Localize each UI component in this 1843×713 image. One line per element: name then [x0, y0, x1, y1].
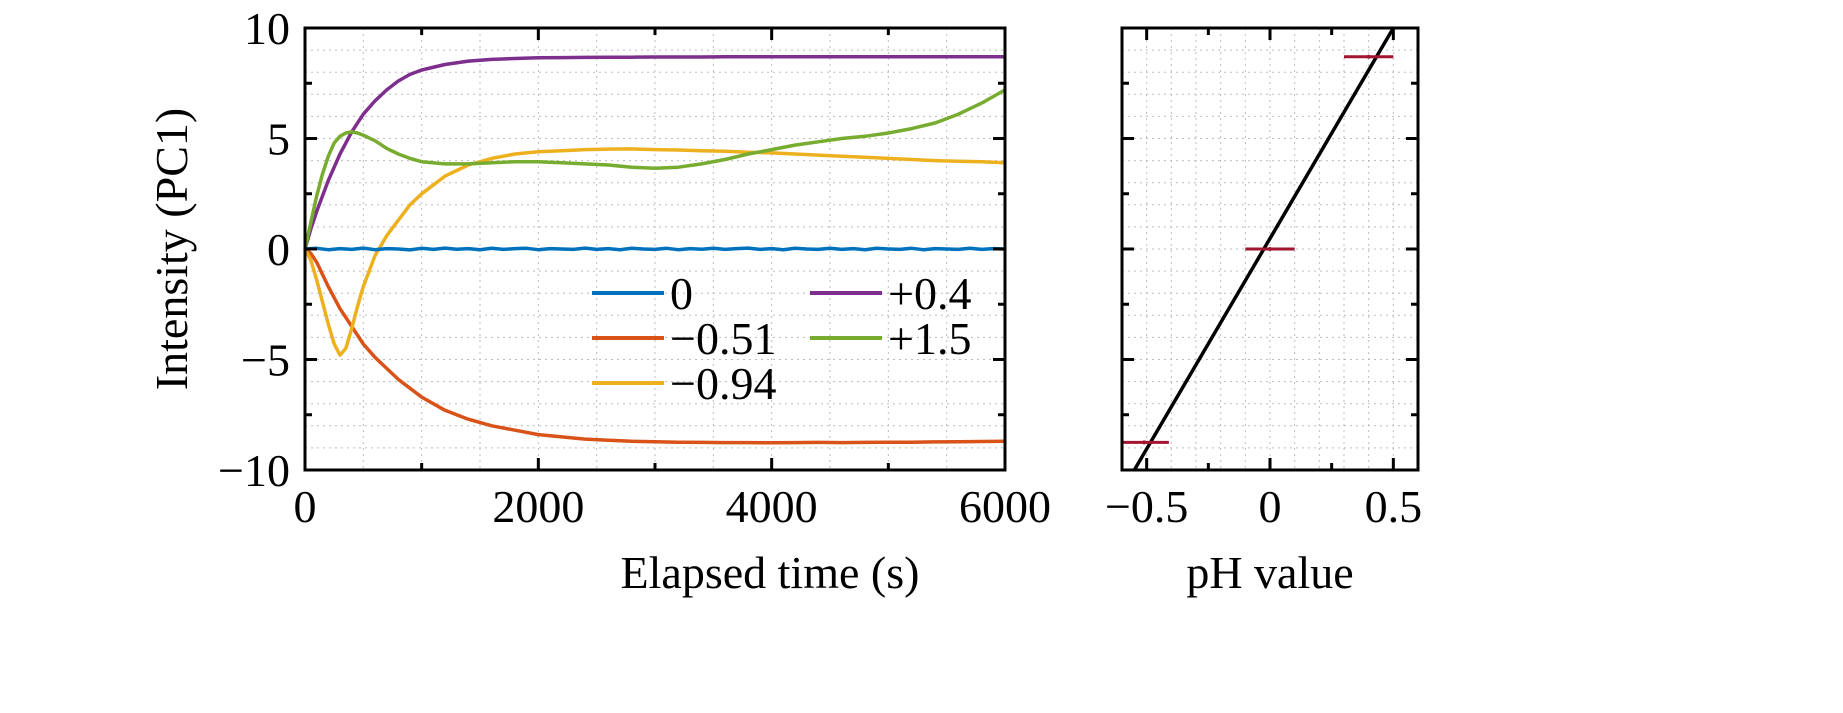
series-line-2	[303, 147, 1006, 357]
ph-calibration-chart: −0.5 0 0.5 pH value	[1105, 26, 1422, 598]
left-ticks	[303, 26, 1007, 472]
y-tick-label: 0	[267, 224, 290, 275]
series-line-3	[303, 54, 1005, 250]
data-point-1	[1268, 247, 1272, 251]
data-point-0	[1142, 440, 1147, 445]
x-tick-label: 0	[294, 481, 317, 532]
x-tick-label: 4000	[726, 481, 818, 532]
right-x-axis-label: pH value	[1186, 547, 1353, 598]
legend-label-0: 0	[670, 268, 693, 319]
legend: 0−0.51−0.94 +0.4+1.5	[592, 268, 971, 409]
legend-label-1: −0.51	[670, 313, 776, 364]
y-tick-label: −10	[218, 445, 290, 496]
y-tick-label: 5	[267, 114, 290, 165]
right-ticks	[1122, 26, 1418, 472]
right-tick-labels: −0.5 0 0.5	[1105, 481, 1422, 532]
x-tick-label: 0.5	[1365, 481, 1423, 532]
series-line-4	[303, 88, 1006, 250]
series-line-0	[304, 246, 1006, 252]
y-tick-label: 10	[244, 3, 290, 54]
legend-label-4: +1.5	[888, 313, 971, 364]
x-tick-label: 6000	[959, 481, 1051, 532]
left-x-axis-label: Elapsed time (s)	[621, 547, 920, 598]
x-tick-label: 2000	[492, 481, 584, 532]
series-line-1	[303, 247, 1006, 445]
left-y-axis-label: Intensity (PC1)	[146, 108, 197, 390]
right-points	[1122, 54, 1394, 445]
y-tick-label: −5	[241, 335, 290, 386]
data-point-2	[1366, 54, 1371, 59]
left-series	[303, 54, 1006, 445]
legend-label-3: +0.4	[888, 268, 971, 319]
x-tick-label: −0.5	[1105, 481, 1188, 532]
left-tick-labels: 0 2000 4000 6000 −10 −5 0 5 10	[218, 3, 1051, 532]
legend-label-2: −0.94	[670, 358, 776, 409]
x-tick-label: 0	[1259, 481, 1282, 532]
